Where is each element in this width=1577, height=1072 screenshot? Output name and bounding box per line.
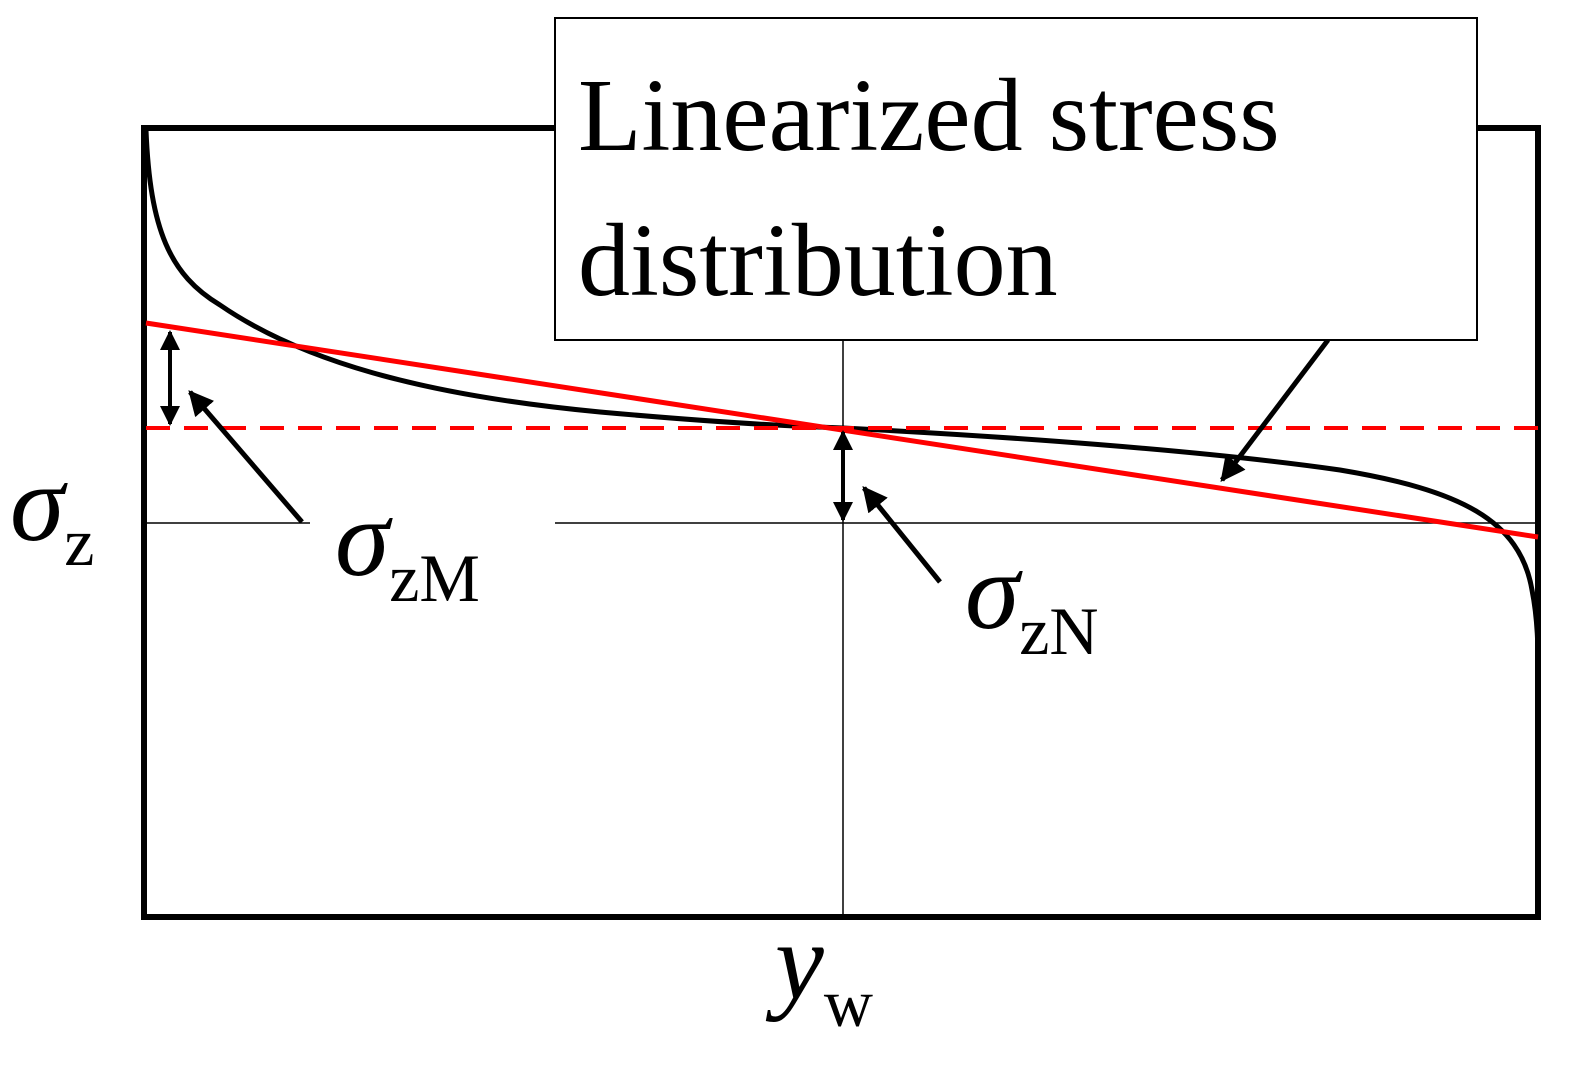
x-axis-label: yw: [765, 900, 873, 1041]
bending-label: σzM: [335, 477, 480, 616]
pointer-arrow: [1220, 338, 1330, 482]
annotation-text: Linearized stress: [578, 58, 1280, 173]
annotation-text: distribution: [578, 203, 1058, 318]
subscript: zM: [389, 540, 480, 616]
subscript: w: [824, 965, 873, 1041]
symbol: σ: [335, 477, 393, 599]
symbol: y: [765, 900, 824, 1022]
symbol: σ: [10, 442, 68, 564]
subscript: z: [64, 504, 94, 580]
annotation-box: [554, 17, 1478, 341]
membrane-label: σzN: [965, 530, 1099, 669]
symbol: σ: [965, 530, 1023, 652]
y-axis-label: σz: [10, 442, 94, 580]
pointer-arrow: [862, 486, 942, 584]
pointer-arrow: [188, 390, 304, 524]
subscript: zN: [1019, 593, 1098, 669]
